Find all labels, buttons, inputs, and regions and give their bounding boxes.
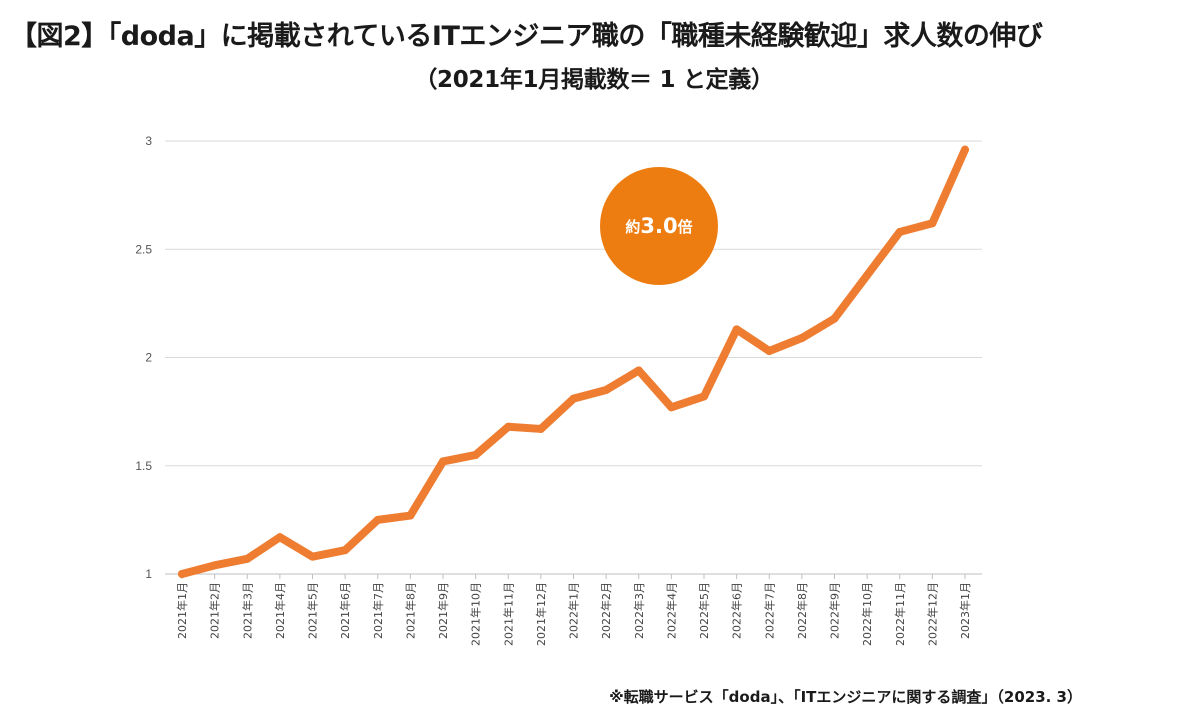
badge-prefix: 約 (625, 217, 641, 236)
data-point (504, 422, 513, 431)
x-tick-label: 2022年9月 (828, 582, 842, 639)
chart-title: 【図2】「doda」に掲載されているITエンジニア職の「職種未経験歓迎」求人数の… (10, 21, 1043, 52)
x-tick-label: 2022年1月 (567, 582, 581, 639)
data-point (471, 450, 480, 459)
data-point (439, 457, 447, 466)
data-point (863, 271, 872, 280)
x-tick-label: 2022年11月 (893, 582, 907, 646)
data-point (928, 219, 937, 228)
x-tick-label: 2021年5月 (306, 582, 320, 639)
data-point (275, 533, 284, 542)
x-tick-label: 2022年3月 (632, 582, 646, 639)
data-point (765, 347, 774, 356)
x-tick-label: 2022年8月 (795, 582, 809, 639)
data-point (406, 511, 415, 520)
data-point (536, 424, 545, 433)
y-tick-label: 1.5 (135, 459, 152, 473)
source-note: ※転職サービス「doda」、「ITエンジニアに関する調査」（2023. 3） (609, 688, 1082, 706)
x-tick-label: 2021年9月 (436, 582, 450, 639)
x-tick-label: 2021年4月 (273, 582, 287, 639)
data-point (602, 385, 611, 394)
x-tick-label: 2021年10月 (469, 582, 483, 646)
data-point (700, 392, 708, 401)
x-tick-label: 2022年4月 (664, 582, 678, 639)
data-point (373, 515, 382, 524)
x-tick-label: 2022年10月 (860, 582, 874, 646)
x-tick-label: 2022年7月 (762, 582, 776, 639)
x-tick-label: 2021年1月 (175, 582, 189, 639)
series-line (178, 145, 969, 578)
x-tick-label: 2022年12月 (925, 582, 939, 646)
x-tick-label: 2022年2月 (599, 582, 613, 639)
x-tick-label: 2021年7月 (371, 582, 385, 639)
data-point (634, 366, 643, 375)
x-axis-ticks: 2021年1月 2021年2月 2021年3月 2021年4月 2021年5月 2021年… (175, 574, 972, 646)
series-group (178, 145, 969, 578)
data-point (895, 227, 904, 236)
y-tick-label: 1 (145, 567, 152, 581)
x-tick-label: 2021年11月 (501, 582, 515, 646)
data-point (961, 145, 969, 154)
gridlines (165, 140, 982, 575)
y-tick-label: 2.5 (135, 242, 152, 256)
chart-subtitle: （2021年1月掲載数＝ 1 と定義） (414, 67, 774, 93)
x-tick-label: 2023年1月 (958, 582, 972, 639)
x-tick-label: 2021年2月 (208, 582, 222, 639)
y-tick-label: 2 (145, 351, 152, 365)
data-point (210, 561, 219, 570)
x-tick-label: 2022年6月 (730, 582, 744, 639)
growth-badge: 約 3.0 倍 (600, 167, 718, 285)
y-axis-ticks: 1 1.5 2 2.5 3 (135, 134, 152, 581)
data-point (830, 314, 839, 323)
badge-value: 3.0 (640, 214, 678, 238)
data-point (732, 325, 741, 334)
data-point (797, 334, 806, 343)
x-tick-label: 2021年6月 (338, 582, 352, 639)
x-tick-label: 2021年3月 (240, 582, 254, 639)
data-point (178, 570, 186, 578)
data-point (308, 552, 317, 561)
data-point (667, 403, 676, 412)
x-tick-label: 2021年8月 (403, 582, 417, 639)
x-tick-label: 2021年12月 (534, 582, 548, 646)
data-point (243, 554, 252, 563)
data-point (341, 546, 350, 555)
y-tick-label: 3 (145, 134, 152, 148)
data-point (569, 394, 578, 403)
badge-suffix: 倍 (677, 217, 693, 236)
x-tick-label: 2022年5月 (697, 582, 711, 639)
